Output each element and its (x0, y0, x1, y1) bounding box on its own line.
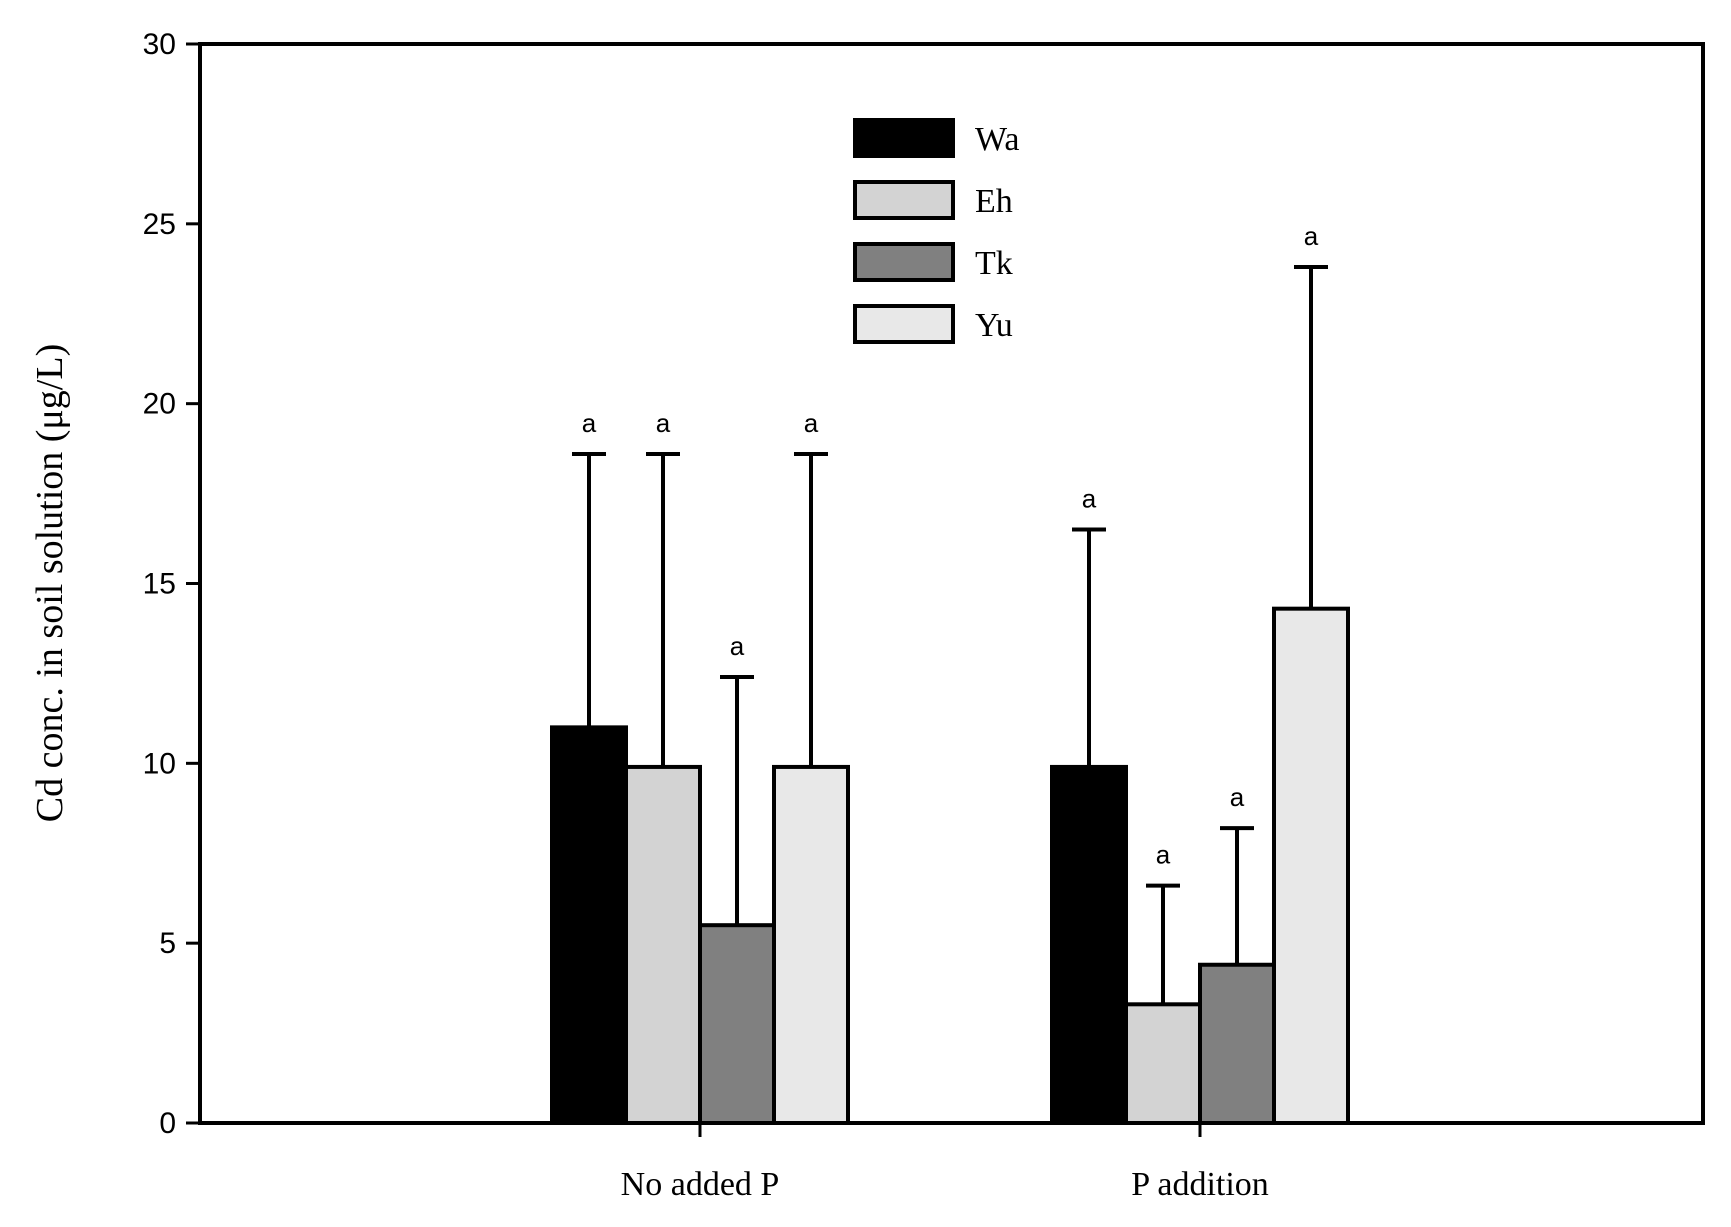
bar-wa (550, 725, 628, 1125)
significance-label: a (1230, 782, 1245, 812)
bar-wa (1050, 764, 1128, 1125)
significance-label: a (1156, 840, 1171, 870)
bar-yu (1272, 606, 1350, 1125)
legend-label-wa: Wa (975, 121, 1019, 158)
legend-swatch-tk (853, 242, 955, 282)
x-category-label: No added P (621, 1166, 780, 1203)
y-tick-label: 5 (159, 927, 176, 960)
significance-label: a (656, 408, 671, 438)
legend-label-tk: Tk (975, 245, 1013, 282)
legend-swatch-yu (853, 304, 955, 344)
significance-label: a (582, 408, 597, 438)
bar-yu (772, 764, 850, 1125)
x-category-label: P addition (1131, 1166, 1269, 1203)
legend-label-yu: Yu (975, 307, 1013, 344)
bar-eh (624, 764, 702, 1125)
legend-label-eh: Eh (975, 183, 1013, 220)
bar-eh (1124, 1002, 1202, 1125)
bar-tk (1198, 962, 1276, 1125)
y-tick-label: 20 (143, 388, 176, 421)
significance-label: a (730, 631, 745, 661)
bar-tk (698, 923, 776, 1126)
significance-label: a (1082, 484, 1097, 514)
y-tick-label: 15 (143, 568, 176, 601)
significance-label: a (1304, 221, 1319, 251)
y-tick-label: 30 (143, 28, 176, 61)
legend-swatch-wa (853, 118, 955, 158)
y-tick-label: 10 (143, 747, 176, 780)
y-axis-title: Cd conc. in soil solution (μg/L) (29, 344, 71, 822)
y-tick-label: 25 (143, 208, 176, 241)
legend-swatch-eh (853, 180, 955, 220)
significance-label: a (804, 408, 819, 438)
y-tick-label: 0 (159, 1107, 176, 1140)
